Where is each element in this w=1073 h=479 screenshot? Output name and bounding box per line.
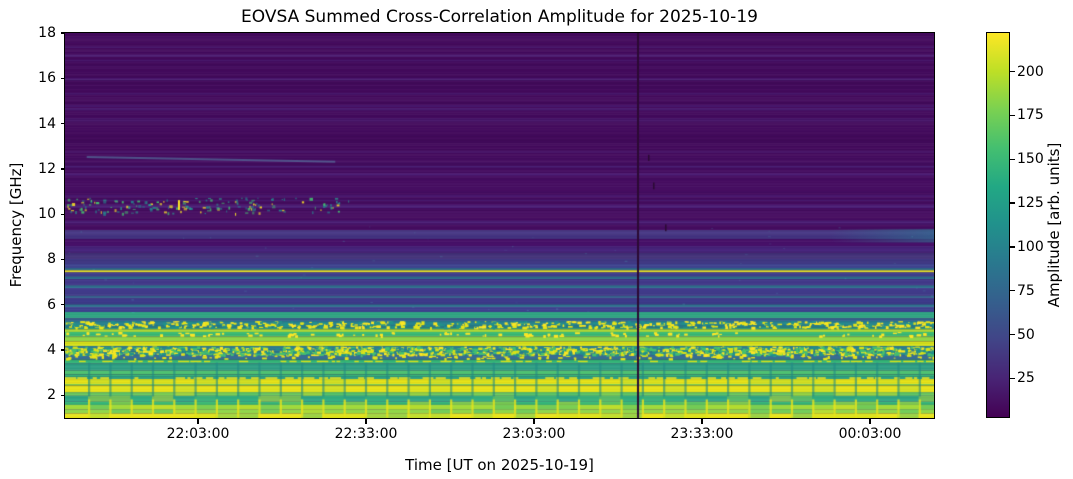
colorbar-tick-label: 150: [1017, 151, 1044, 168]
colorbar-tick: [1010, 114, 1015, 117]
colorbar: [986, 32, 1010, 418]
y-tick-label: 2: [47, 387, 56, 404]
x-tick-label: 22:33:00: [334, 426, 398, 442]
plot-area: [64, 32, 935, 419]
x-tick: [701, 419, 703, 424]
y-tick-label: 8: [47, 251, 56, 268]
y-tick: [60, 349, 65, 351]
x-tick: [365, 419, 367, 424]
y-axis-label: Frequency [GHz]: [7, 162, 25, 288]
colorbar-tick: [1010, 333, 1015, 336]
y-tick: [60, 32, 65, 34]
y-tick: [60, 77, 65, 79]
x-tick: [533, 419, 535, 424]
x-tick: [869, 419, 871, 424]
colorbar-label: Amplitude [arb. units]: [1045, 142, 1063, 308]
x-axis-label: Time [UT on 2025-10-19]: [405, 456, 594, 474]
colorbar-tick: [1010, 202, 1015, 204]
colorbar-tick-label: 25: [1017, 370, 1035, 387]
y-tick: [60, 258, 65, 261]
y-tick-label: 12: [38, 160, 56, 177]
colorbar-tick: [1010, 70, 1015, 73]
colorbar-tick: [1010, 246, 1015, 248]
y-tick-label: 18: [38, 25, 56, 41]
colorbar-tick-label: 125: [1017, 195, 1044, 212]
y-tick: [60, 213, 65, 215]
y-tick-label: 4: [47, 342, 56, 359]
heatmap-canvas: [65, 33, 934, 418]
colorbar-tick: [1010, 377, 1015, 380]
colorbar-tick-label: 175: [1017, 107, 1044, 124]
y-tick-label: 6: [47, 296, 56, 313]
colorbar-tick: [1010, 290, 1015, 292]
y-tick: [60, 304, 65, 306]
y-tick-label: 14: [38, 115, 56, 132]
y-tick: [60, 168, 65, 170]
y-tick: [60, 394, 65, 397]
colorbar-tick: [1010, 158, 1015, 160]
colorbar-tick-label: 75: [1017, 282, 1035, 299]
colorbar-tick-label: 50: [1017, 326, 1035, 343]
x-tick: [197, 419, 199, 424]
y-tick-label: 16: [38, 70, 56, 87]
y-tick-label: 10: [38, 206, 56, 223]
y-tick: [60, 122, 65, 125]
x-tick-label: 22:03:00: [166, 426, 230, 442]
colorbar-tick-label: 200: [1017, 63, 1044, 80]
x-tick-label: 23:03:00: [502, 426, 566, 442]
x-tick-label: 00:03:00: [838, 426, 902, 442]
colorbar-tick-label: 100: [1017, 238, 1044, 255]
x-tick-label: 23:33:00: [670, 426, 734, 442]
chart-title: EOVSA Summed Cross-Correlation Amplitude…: [241, 7, 758, 27]
